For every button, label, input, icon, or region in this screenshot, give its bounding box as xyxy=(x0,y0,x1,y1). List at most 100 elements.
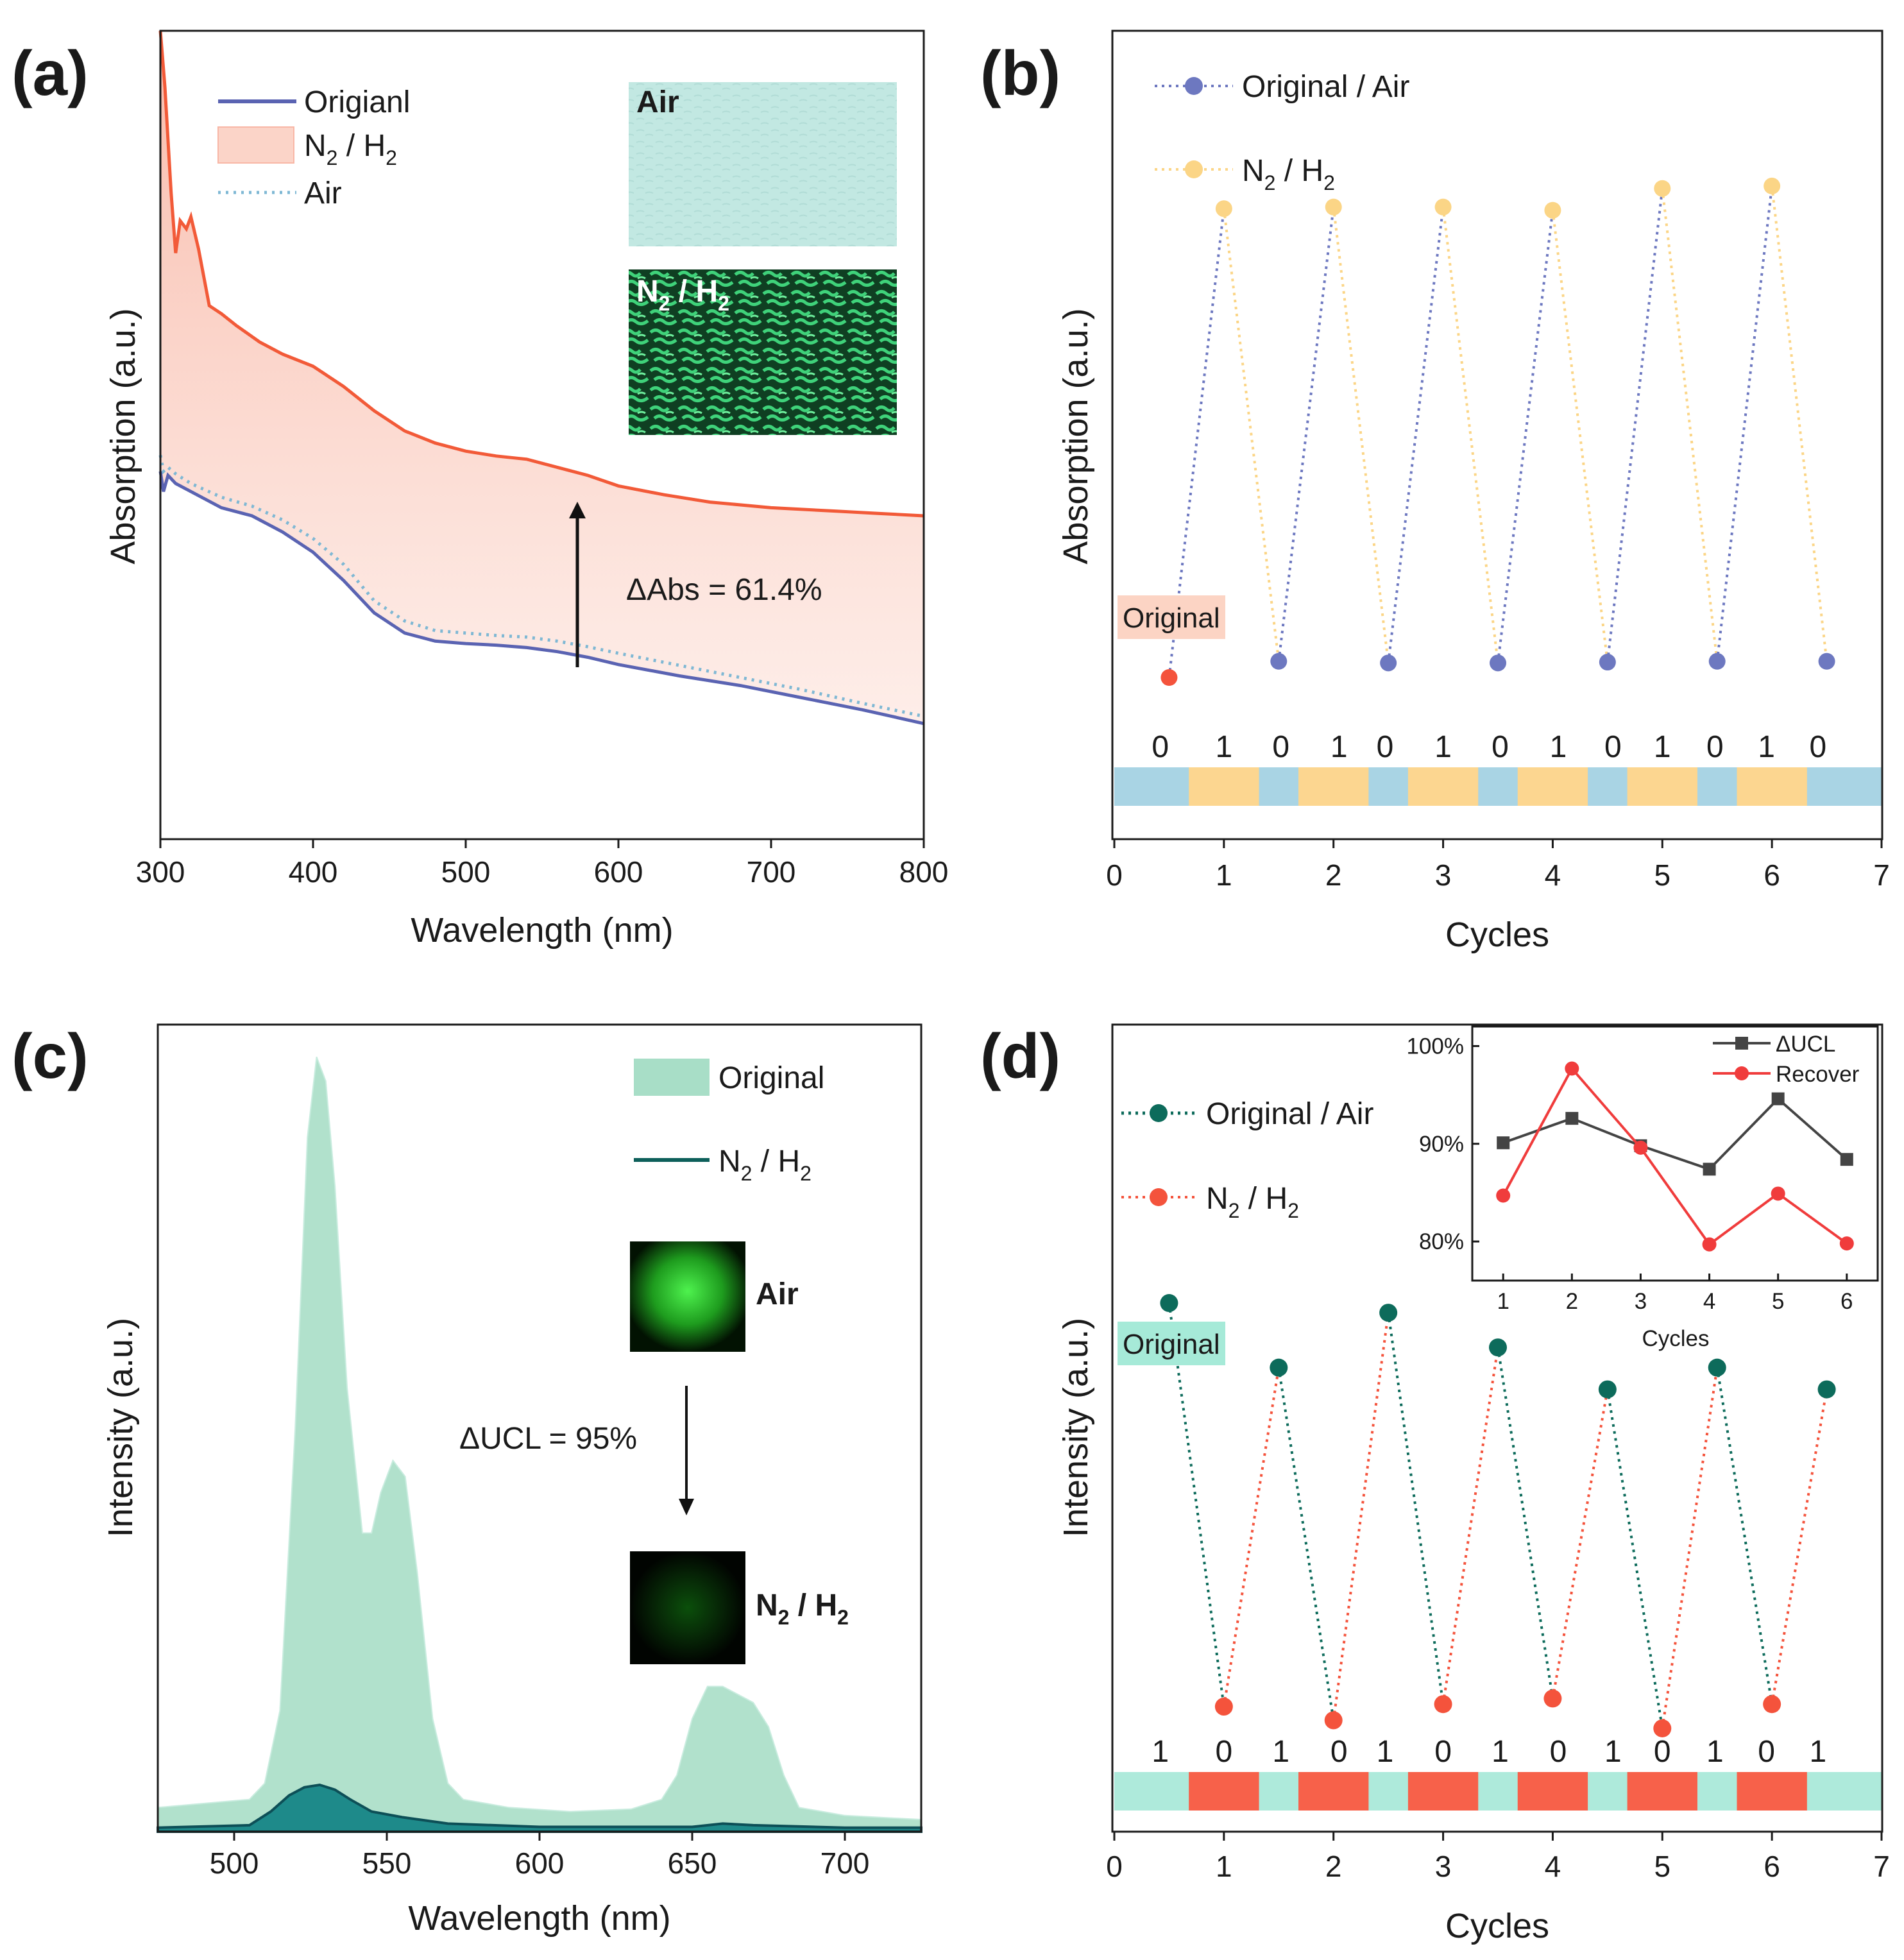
n2-h2-point xyxy=(1324,1711,1343,1730)
state-bar-active-segment xyxy=(1407,767,1479,806)
state-label: 1 xyxy=(1604,1735,1622,1769)
n2-h2-point xyxy=(1215,200,1232,217)
x-tick-label: 7 xyxy=(1873,1850,1890,1883)
inset-legend-recover-label: Recover xyxy=(1776,1062,1860,1087)
cycle-segment xyxy=(1277,207,1335,662)
cycle-segment xyxy=(1222,1367,1280,1707)
inset-y-tick-label: 80% xyxy=(1419,1229,1464,1254)
n2-h2-point xyxy=(1764,177,1781,194)
inset-legend-ducl-label: ΔUCL xyxy=(1776,1032,1835,1057)
state-label: 0 xyxy=(1152,730,1169,764)
inset-y-tick-label: 100% xyxy=(1406,1034,1464,1059)
inset-recover-point xyxy=(1633,1140,1648,1155)
original-badge xyxy=(1118,1322,1225,1365)
state-label: 1 xyxy=(1330,730,1348,764)
x-tick-label: 700 xyxy=(820,1846,870,1880)
state-label: 0 xyxy=(1810,730,1827,764)
inset-recover-point xyxy=(1565,1061,1579,1076)
state-label: 1 xyxy=(1758,730,1775,764)
original-point xyxy=(1160,669,1178,686)
x-axis-label: Cycles xyxy=(1445,916,1549,954)
inset-y-tick-label: 90% xyxy=(1419,1132,1464,1157)
delta-abs-arrow-head xyxy=(569,502,586,518)
line-original xyxy=(158,471,924,726)
original-air-point xyxy=(1270,652,1288,670)
panel-c-label: (c) xyxy=(12,1021,89,1091)
n2-h2-point xyxy=(1434,1695,1452,1714)
cycle-segment xyxy=(1551,210,1609,663)
inset-recover-point xyxy=(1702,1237,1717,1252)
state-bar-active-segment xyxy=(1737,1772,1807,1811)
cycle-segment xyxy=(1277,1367,1335,1721)
panel-b-label: (b) xyxy=(980,38,1060,108)
x-tick-label: 2 xyxy=(1325,858,1342,892)
state-label: 0 xyxy=(1604,730,1622,764)
x-tick-label: 1 xyxy=(1216,1850,1232,1883)
inset-ducl-point xyxy=(1565,1112,1579,1125)
inset-air-photo xyxy=(629,82,897,246)
n2-h2-point xyxy=(1214,1698,1233,1716)
inset-series xyxy=(1496,1061,1854,1252)
legend-original-air-label: Original / Air xyxy=(1242,70,1409,104)
state-label: 1 xyxy=(1434,730,1452,764)
inset-x-tick-label: 1 xyxy=(1497,1289,1509,1314)
n2-h2-point xyxy=(1325,198,1342,216)
state-label: 0 xyxy=(1550,1735,1567,1769)
state-label: 0 xyxy=(1654,1735,1671,1769)
inset-x-tick-label: 2 xyxy=(1566,1289,1578,1314)
state-label: 1 xyxy=(1272,1735,1289,1769)
original-air-point xyxy=(1490,654,1506,672)
state-label: 0 xyxy=(1272,730,1289,764)
legend-original-air-marker xyxy=(1150,1104,1168,1122)
inset-legend-recover-marker xyxy=(1735,1066,1749,1080)
state-label: 1 xyxy=(1492,1735,1509,1769)
inset-x-tick-label: 5 xyxy=(1772,1289,1784,1314)
inset-x-tick-label: 6 xyxy=(1840,1289,1853,1314)
x-tick-label: 6 xyxy=(1764,1850,1780,1883)
cycle-segment xyxy=(1222,208,1280,662)
x-axis-label: Wavelength (nm) xyxy=(408,1899,670,1938)
legend-n2-label: N2 / H2 xyxy=(718,1145,812,1185)
original-air-point xyxy=(1599,654,1616,671)
inset-n2-photo xyxy=(629,269,897,435)
cycle-segment xyxy=(1497,210,1554,663)
x-axis-label: Cycles xyxy=(1445,1907,1549,1945)
n2-h2-point xyxy=(1654,180,1671,197)
inset-ducl-point xyxy=(1497,1136,1510,1150)
inset-n2-label: N2 / H2 xyxy=(636,275,729,315)
n2-h2-point xyxy=(1543,1689,1562,1708)
original-air-point xyxy=(1708,1358,1726,1377)
legend-n2-marker xyxy=(1150,1188,1168,1206)
original-air-point xyxy=(1270,1358,1288,1377)
x-tick-label: 550 xyxy=(362,1846,412,1880)
inset-air-label: Air xyxy=(756,1277,799,1311)
inset-x-tick-label: 3 xyxy=(1635,1289,1647,1314)
cycle-segment xyxy=(1661,1367,1719,1729)
panel-a-label: (a) xyxy=(12,38,89,108)
state-label: 0 xyxy=(1492,730,1509,764)
y-axis-label: Intensity (a.u.) xyxy=(101,1318,140,1537)
cycle-segment xyxy=(1661,188,1719,662)
state-bar-active-segment xyxy=(1517,1772,1588,1811)
fill-between-area xyxy=(160,31,924,724)
cycle-segment xyxy=(1332,207,1390,663)
inset-air-photo xyxy=(630,1241,745,1352)
x-tick-label: 3 xyxy=(1435,1850,1452,1883)
original-air-point xyxy=(1818,652,1835,670)
state-label: 1 xyxy=(1706,1735,1724,1769)
cycle-segment xyxy=(1771,1389,1828,1705)
legend-n2-marker xyxy=(1185,160,1203,178)
legend-air-label: Air xyxy=(304,176,342,210)
legend-original-air-marker xyxy=(1185,77,1203,95)
state-label: 0 xyxy=(1216,1735,1233,1769)
inset-n2-label: N2 / H2 xyxy=(756,1589,849,1629)
state-bar-active-segment xyxy=(1189,767,1259,806)
state-label: 0 xyxy=(1377,730,1394,764)
original-badge-label: Original xyxy=(1123,602,1220,634)
x-tick-label: 1 xyxy=(1216,858,1232,892)
inset-n2-photo xyxy=(630,1551,745,1664)
x-tick-label: 7 xyxy=(1873,858,1890,892)
area-n2-h2 xyxy=(157,1783,922,1833)
